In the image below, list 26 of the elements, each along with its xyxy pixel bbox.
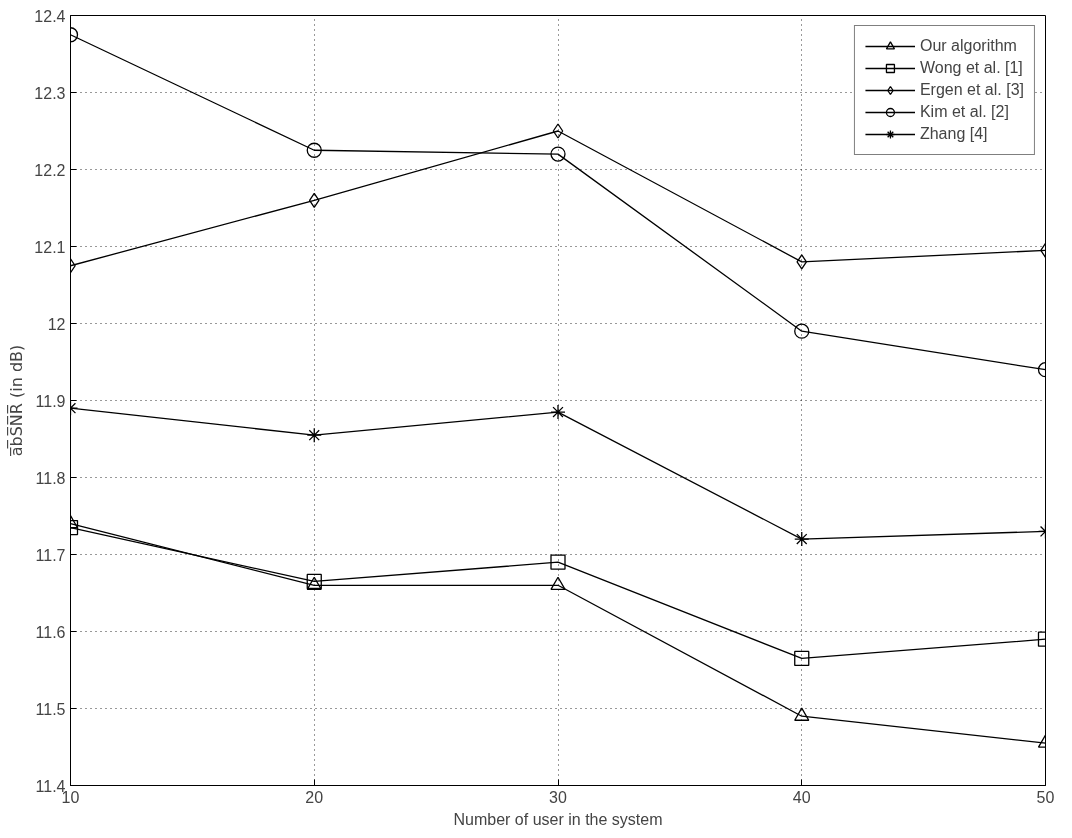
y-tick-label: 11.7 [35,546,66,564]
point [550,404,566,420]
y-tick-label: 11.6 [35,623,66,641]
legend-label: Zhang [4] [919,125,988,143]
y-tick-label: 12.2 [34,161,66,179]
y-tick-label: 11.9 [35,392,66,410]
x-tick-label: 40 [792,788,811,806]
legend-label: Our algorithm [919,37,1017,55]
x-tick-label: 30 [549,788,567,806]
point [550,146,566,162]
y-tick-label: 12.3 [34,84,66,102]
y-axis-title: a̅b̅S̅N̅R̅ (in dB) [7,344,27,457]
legend-label: Kim et al. [2] [919,103,1009,121]
legend-label: Wong et al. [1] [919,59,1023,77]
x-axis-title: Number of user in the system [453,810,663,828]
legend-label: Ergen et al. [3] [919,81,1024,99]
y-tick-label: 11.5 [35,700,66,718]
point [552,123,564,139]
y-tick-label: 12 [47,315,66,333]
y-tick-label: 11.8 [35,469,66,487]
x-tick-label: 20 [305,788,324,806]
x-tick-label: 50 [1036,788,1055,806]
y-tick-label: 12.1 [34,238,66,256]
point [550,554,566,570]
y-tick-label: 12.4 [34,7,66,25]
point [550,576,566,590]
